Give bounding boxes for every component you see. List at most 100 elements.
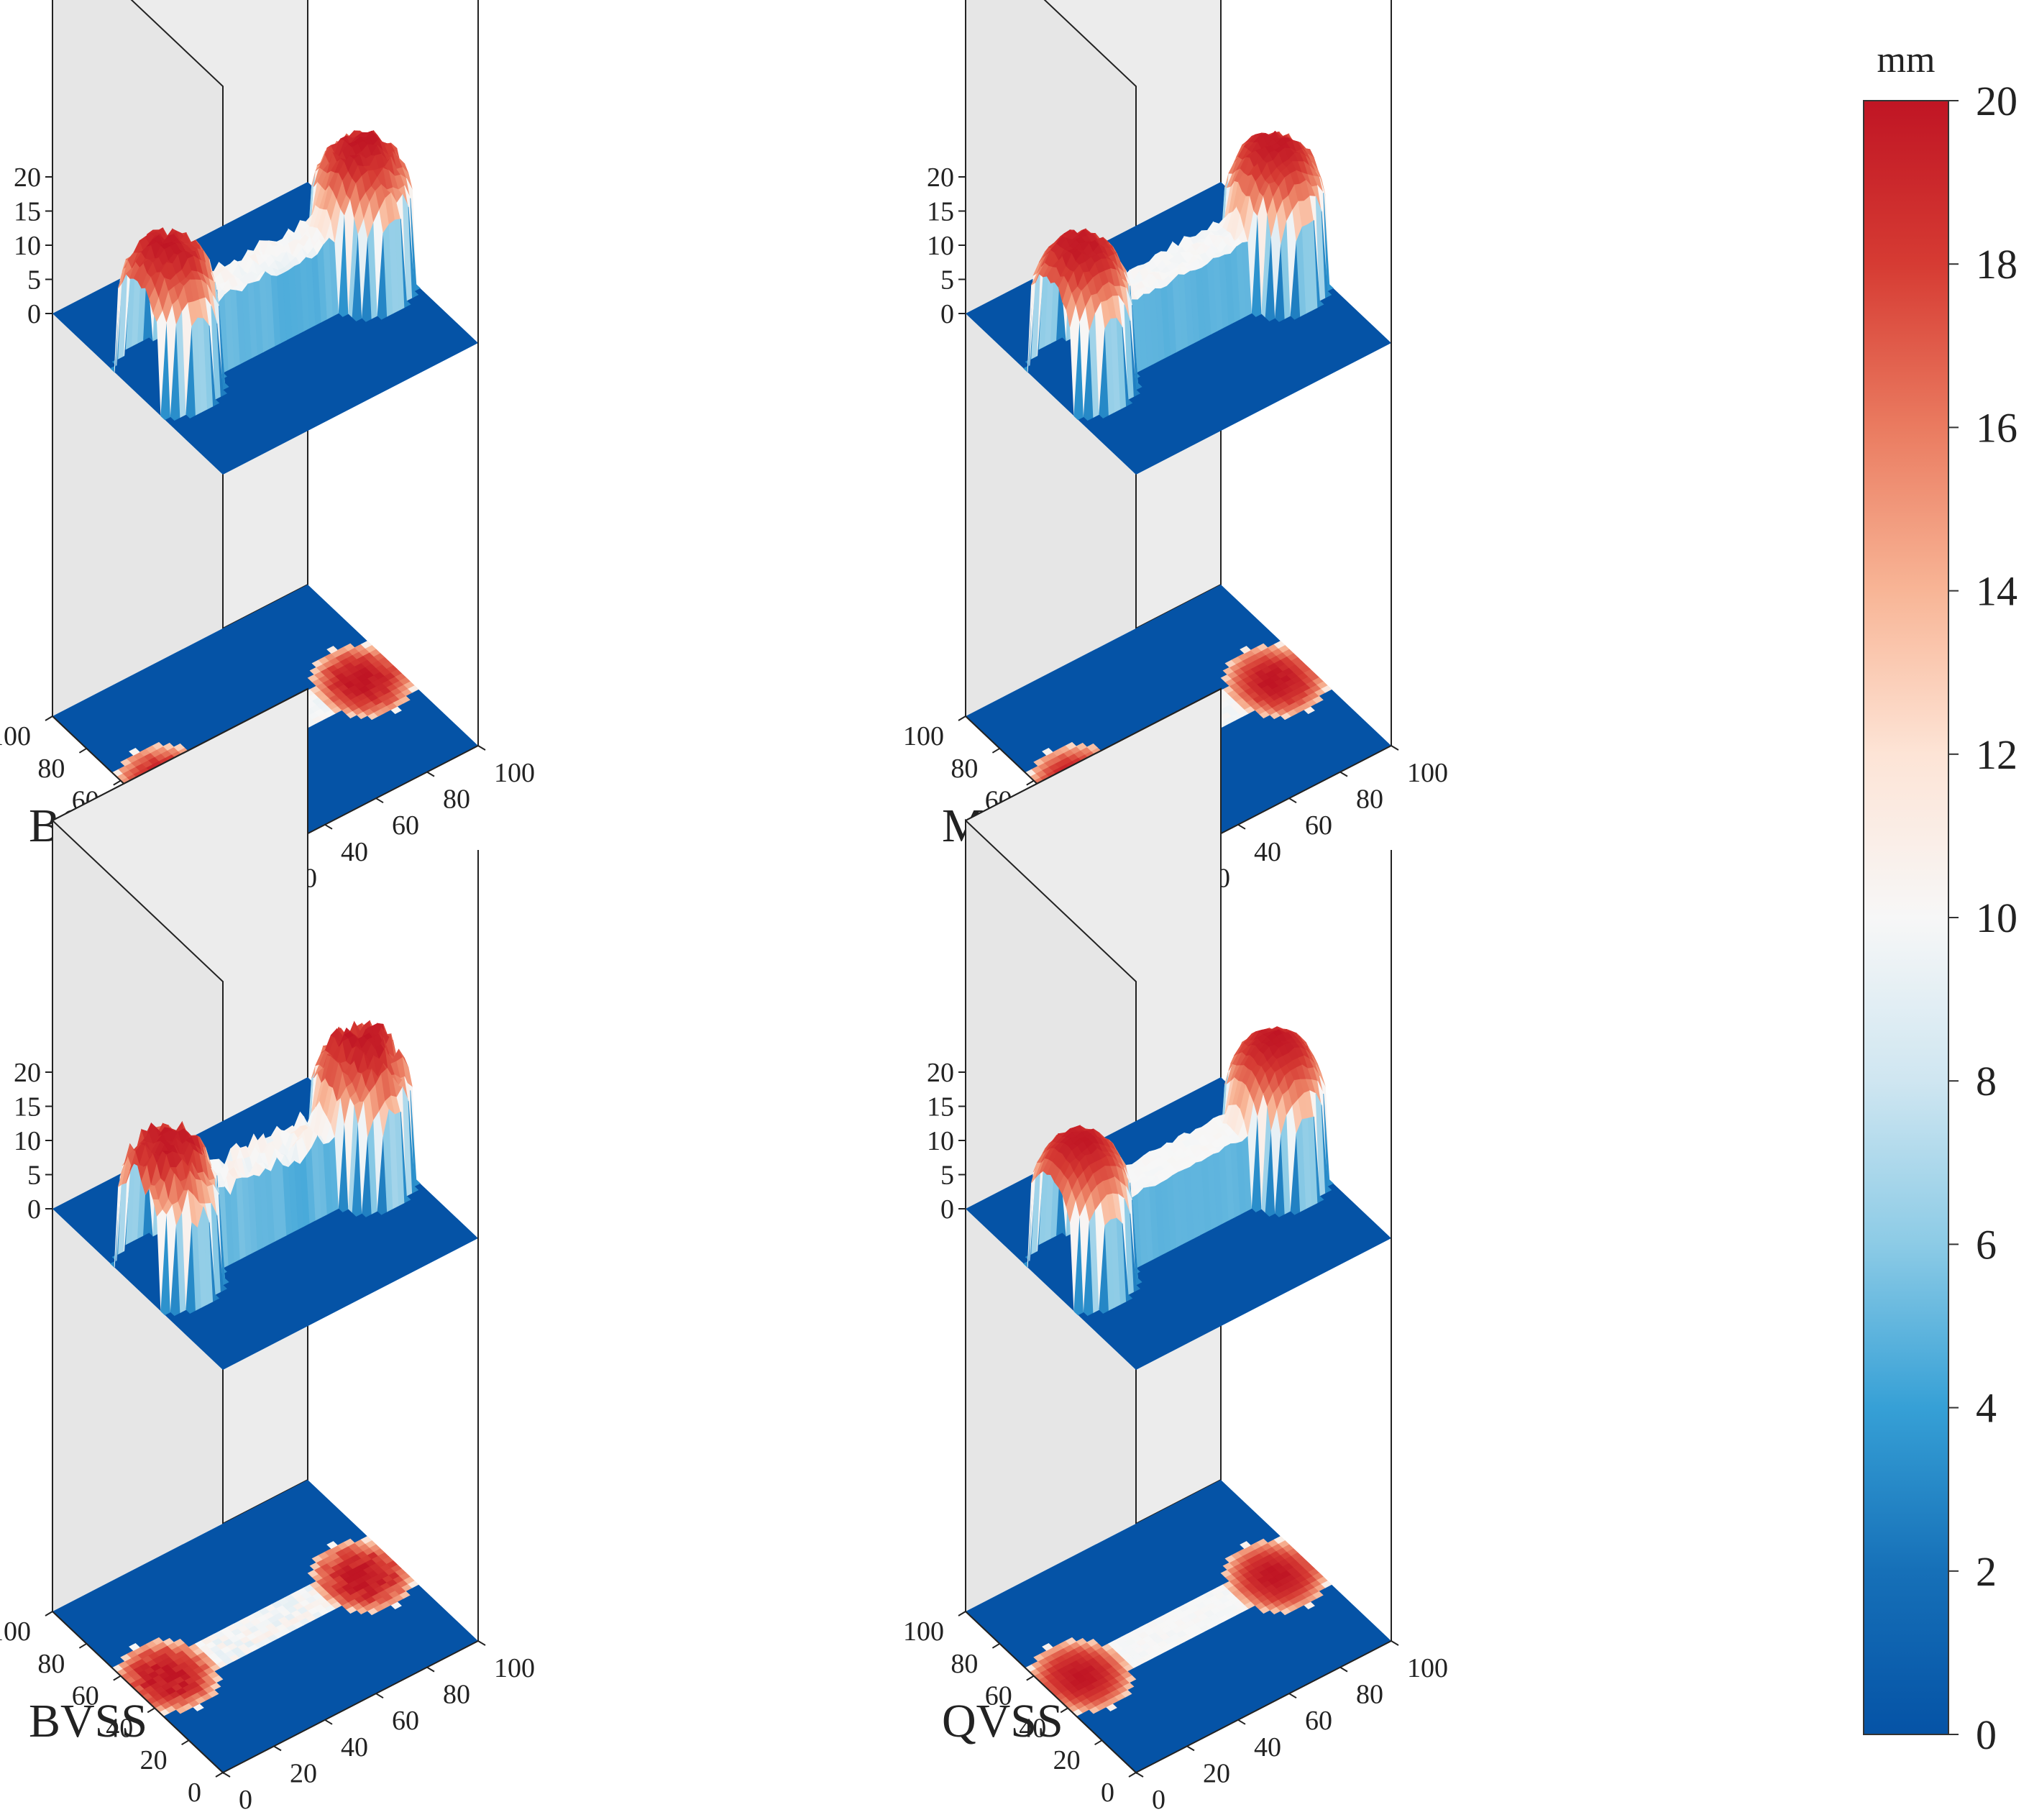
surface-cell [209,326,220,407]
z-tick-label: 0 [940,1194,954,1225]
z-tick-label: 5 [27,1161,41,1191]
x-tick-label: 80 [1356,1680,1383,1710]
y-tick-label: 80 [37,1649,65,1679]
surface-cell [1132,305,1142,390]
x-tick-mark [1391,1640,1399,1646]
x-tick-mark [1135,1772,1144,1778]
x-tick-mark [1186,1745,1195,1752]
surface-cell [219,306,229,390]
floor-cell [1065,741,1077,750]
y-tick-mark [45,1611,53,1616]
y-tick-label: 80 [951,1649,978,1679]
colorbar-tick-label: 4 [1976,1385,1997,1432]
surface [110,130,421,421]
y-tick-mark [958,1611,966,1616]
x-tick-label: 80 [443,1680,470,1710]
y-tick-mark [78,1642,87,1649]
x-tick-label: 100 [494,758,535,788]
x-tick-label: 40 [1254,837,1281,867]
x-tick-mark [477,745,486,751]
panel-label: BVSS [29,1695,147,1747]
colorbar-ticks: 0 2 4 6 8 10 12 14 16 18 20 [1948,78,2017,1758]
floor-cell [129,747,140,756]
z-tick-label: 5 [940,265,954,296]
y-tick-mark [113,779,122,786]
y-tick-mark [181,1739,190,1746]
x-tick-mark [324,1719,333,1725]
x-tick-label: 80 [1356,785,1383,815]
floor-cell [173,743,186,751]
floor-cell [326,646,339,654]
z-tick-label: 20 [927,163,954,193]
colorbar-tick-label: 14 [1976,568,2017,615]
colorbar-tick-label: 20 [1976,78,2017,124]
z-tick-label: 20 [927,1058,954,1088]
floor-cell [343,643,355,651]
y-tick-mark [1026,1675,1035,1681]
panel-label: QVSS [942,1695,1063,1747]
x-tick-mark [375,797,384,804]
z-tick-label: 15 [14,197,41,227]
z-tick-label: 10 [927,1126,954,1156]
z-tick-label: 10 [14,1126,41,1156]
x-tick-mark [273,1745,282,1752]
x-tick-label: 60 [1305,810,1332,841]
surface [1023,130,1334,421]
colorbar-tick-label: 0 [1976,1711,1997,1758]
y-tick-mark [215,1772,224,1778]
z-tick-label: 10 [14,231,41,261]
z-tick-label: 20 [14,1058,41,1088]
colorbar-tick-label: 8 [1976,1058,1997,1105]
x-tick-label: 60 [392,810,419,841]
x-tick-mark [375,1693,384,1699]
panel-bvss: 02040608010002040608010005101520BVSS [0,687,535,1815]
y-tick-mark [113,1675,122,1681]
y-tick-mark [147,1707,155,1714]
y-tick-label: 20 [140,1745,168,1775]
colorbar-tick-label: 16 [1976,404,2017,451]
floor-cell [360,641,372,649]
z-tick-label: 15 [927,1092,954,1122]
y-tick-mark [958,715,966,721]
surface-cell [1323,193,1334,292]
x-tick-mark [1339,1666,1348,1673]
x-tick-mark [1391,745,1399,751]
x-tick-label: 80 [443,785,470,815]
z-tick-label: 15 [927,197,954,227]
z-tick-label: 15 [14,1092,41,1122]
floor-cell [1086,743,1099,751]
colorbar-bar [1863,100,1949,1735]
x-tick-label: 100 [1407,1653,1448,1683]
floor-cell [1256,643,1268,651]
x-tick-label: 40 [341,1732,368,1762]
floor-cell [1076,742,1088,751]
y-tick-mark [1026,779,1035,786]
y-tick-label: 20 [1053,1745,1081,1775]
z-tick-label: 5 [27,265,41,296]
colorbar-tick-label: 18 [1976,241,2017,288]
z-tick-label: 0 [27,1194,41,1225]
x-tick-label: 100 [1407,758,1448,788]
floor-cell [1240,646,1252,654]
x-tick-mark [426,1666,435,1673]
surface-cell [408,206,419,298]
x-tick-mark [1237,823,1246,830]
y-tick-mark [991,1642,1000,1649]
colorbar-tick-label: 10 [1976,895,2017,941]
y-tick-mark [1094,1739,1103,1746]
y-tick-mark [991,747,1000,754]
x-tick-mark [426,771,435,777]
colorbar-unit-label: mm [1877,40,1936,81]
floor-contour [111,1536,419,1716]
z-tick-label: 0 [27,299,41,329]
x-tick-label: 40 [1254,1732,1281,1762]
x-tick-mark [222,1772,231,1778]
colorbar-tick-label: 2 [1976,1548,1997,1595]
surface-cell [216,323,227,397]
surface-cell [1130,320,1140,397]
x-tick-label: 20 [290,1758,317,1788]
x-tick-label: 0 [1152,1785,1165,1815]
surface-cell [1313,220,1324,308]
